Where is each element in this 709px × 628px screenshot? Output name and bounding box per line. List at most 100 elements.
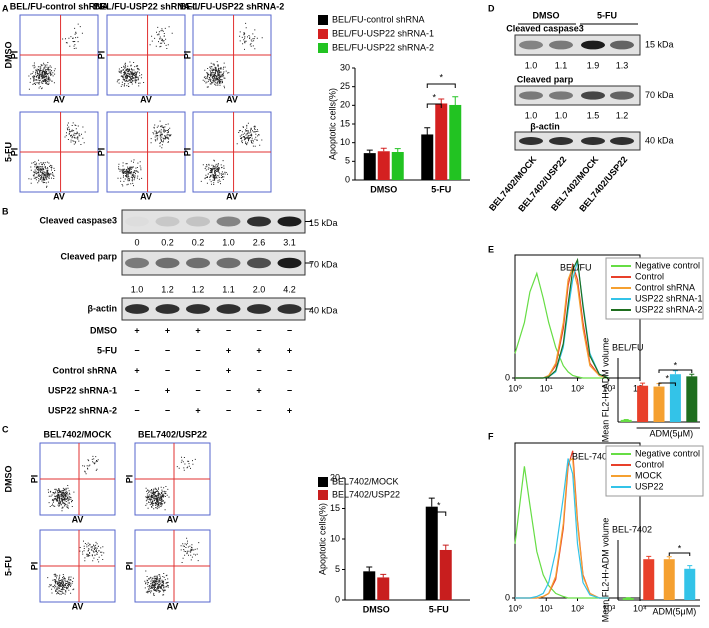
- legend-swatch: [318, 15, 328, 25]
- densitometry-value: 4.2: [283, 284, 296, 294]
- treatment-sign: +: [165, 385, 170, 395]
- error-bar: [452, 96, 459, 105]
- y-tick-label: 25: [340, 81, 350, 91]
- densitometry-value: 1.2: [192, 284, 205, 294]
- treatment-label: USP22 shRNA-1: [48, 385, 117, 395]
- x-tick-label: 5-FU: [431, 184, 451, 194]
- flow-y-label: PI: [96, 148, 106, 157]
- treatment-label: USP22 shRNA-2: [48, 405, 117, 415]
- y-tick-label: 0: [335, 594, 340, 604]
- legend-swatch: [318, 29, 328, 39]
- histogram-curve: [514, 466, 609, 599]
- flow-row-label: 5-FU: [3, 142, 13, 162]
- blot-band: [610, 40, 634, 50]
- flow-y-label: PI: [29, 562, 39, 571]
- legend-label: USP22 shRNA-1: [635, 293, 703, 303]
- histogram-curve: [514, 271, 609, 379]
- blot-strip: [514, 34, 641, 56]
- flow-column-title: BEL/FU-USP22 shRNA-2: [180, 1, 285, 11]
- blot-band: [549, 137, 573, 145]
- treatment-sign: −: [195, 345, 200, 355]
- bar: [391, 152, 404, 180]
- legend-label: Negative control: [635, 260, 700, 270]
- error-bar: [424, 127, 431, 135]
- blot-band: [581, 137, 605, 145]
- flow-dots: [200, 122, 263, 185]
- bar: [643, 559, 655, 600]
- blot-band: [549, 40, 573, 50]
- blot-band: [581, 91, 605, 100]
- y-axis-label: Mean FL2-H-ADM volume: [600, 338, 610, 443]
- panel-letter: D: [488, 3, 495, 13]
- blot-band: [125, 304, 149, 314]
- y-tick-label: 10: [340, 137, 350, 147]
- legend-label: Control: [635, 271, 664, 281]
- bar: [663, 559, 675, 600]
- flow-dots: [202, 22, 263, 89]
- blot-band: [549, 91, 573, 100]
- significance-bracket: [668, 552, 691, 556]
- x-tick-label: 10³: [602, 603, 615, 613]
- bar: [435, 103, 448, 180]
- blot-band: [247, 304, 271, 314]
- flow-row-label: DMSO: [3, 42, 13, 69]
- densitometry-value: 0.2: [161, 237, 174, 247]
- blot-band: [277, 216, 302, 227]
- x-axis-label: ADM(5μM): [653, 606, 697, 616]
- densitometry-value: 1.0: [131, 284, 144, 294]
- blot-band: [610, 91, 634, 100]
- panel-letter: E: [488, 244, 494, 254]
- flow-y-label: PI: [124, 475, 134, 484]
- significance-star: *: [665, 373, 669, 383]
- x-tick-label: 10¹: [540, 383, 553, 393]
- flow-dots: [47, 540, 105, 595]
- blot-band: [125, 257, 149, 269]
- legend-label: USP22: [635, 481, 664, 491]
- error-bar: [428, 497, 435, 507]
- densitometry-value: 2.0: [253, 284, 266, 294]
- inset-title: BEL/FU: [612, 342, 644, 352]
- bar: [653, 386, 665, 422]
- kda-marker: 15 kDa: [309, 218, 338, 228]
- blot-band: [186, 216, 210, 227]
- densitometry-value: 1.9: [587, 60, 600, 70]
- inset-title: BEL-7402: [612, 524, 652, 534]
- bar: [377, 577, 390, 600]
- legend-label: BEL7402/MOCK: [332, 476, 399, 486]
- flow-x-label: AV: [226, 191, 238, 201]
- error-bar: [438, 98, 445, 104]
- kda-marker: 40 kDa: [309, 305, 338, 315]
- treatment-sign: +: [256, 385, 261, 395]
- y-tick-label: 10: [330, 533, 340, 543]
- blot-band: [247, 216, 271, 227]
- significance-bracket: [426, 103, 442, 108]
- x-tick-label: 10²: [571, 383, 584, 393]
- densitometry-value: 1.1: [555, 60, 568, 70]
- blot-label: Cleaved caspase3: [506, 23, 584, 33]
- treatment-sign: −: [226, 405, 231, 415]
- treatment-sign: +: [195, 405, 200, 415]
- blot-band: [519, 91, 543, 100]
- bar: [439, 549, 452, 600]
- treatment-sign: −: [287, 385, 292, 395]
- treatment-label: DMSO: [90, 325, 117, 335]
- flow-column-title: BEL7402/MOCK: [43, 429, 112, 439]
- y-tick-label: 20: [330, 472, 340, 482]
- y-tick-label: 5: [345, 156, 350, 166]
- significance-star: *: [674, 360, 678, 370]
- densitometry-value: 1.0: [222, 237, 235, 247]
- flow-dots: [145, 456, 196, 511]
- blot-strip: [514, 131, 641, 151]
- bar: [377, 151, 390, 180]
- group-label: 5-FU: [597, 10, 617, 20]
- bar: [637, 385, 649, 422]
- flow-x-label: AV: [53, 94, 65, 104]
- treatment-sign: −: [226, 385, 231, 395]
- blot-band: [155, 216, 180, 227]
- bar: [449, 104, 462, 180]
- x-tick-label: 10²: [571, 603, 584, 613]
- x-tick-label: 5-FU: [429, 604, 449, 614]
- flow-row-label: DMSO: [3, 466, 13, 493]
- error-bar: [687, 565, 693, 569]
